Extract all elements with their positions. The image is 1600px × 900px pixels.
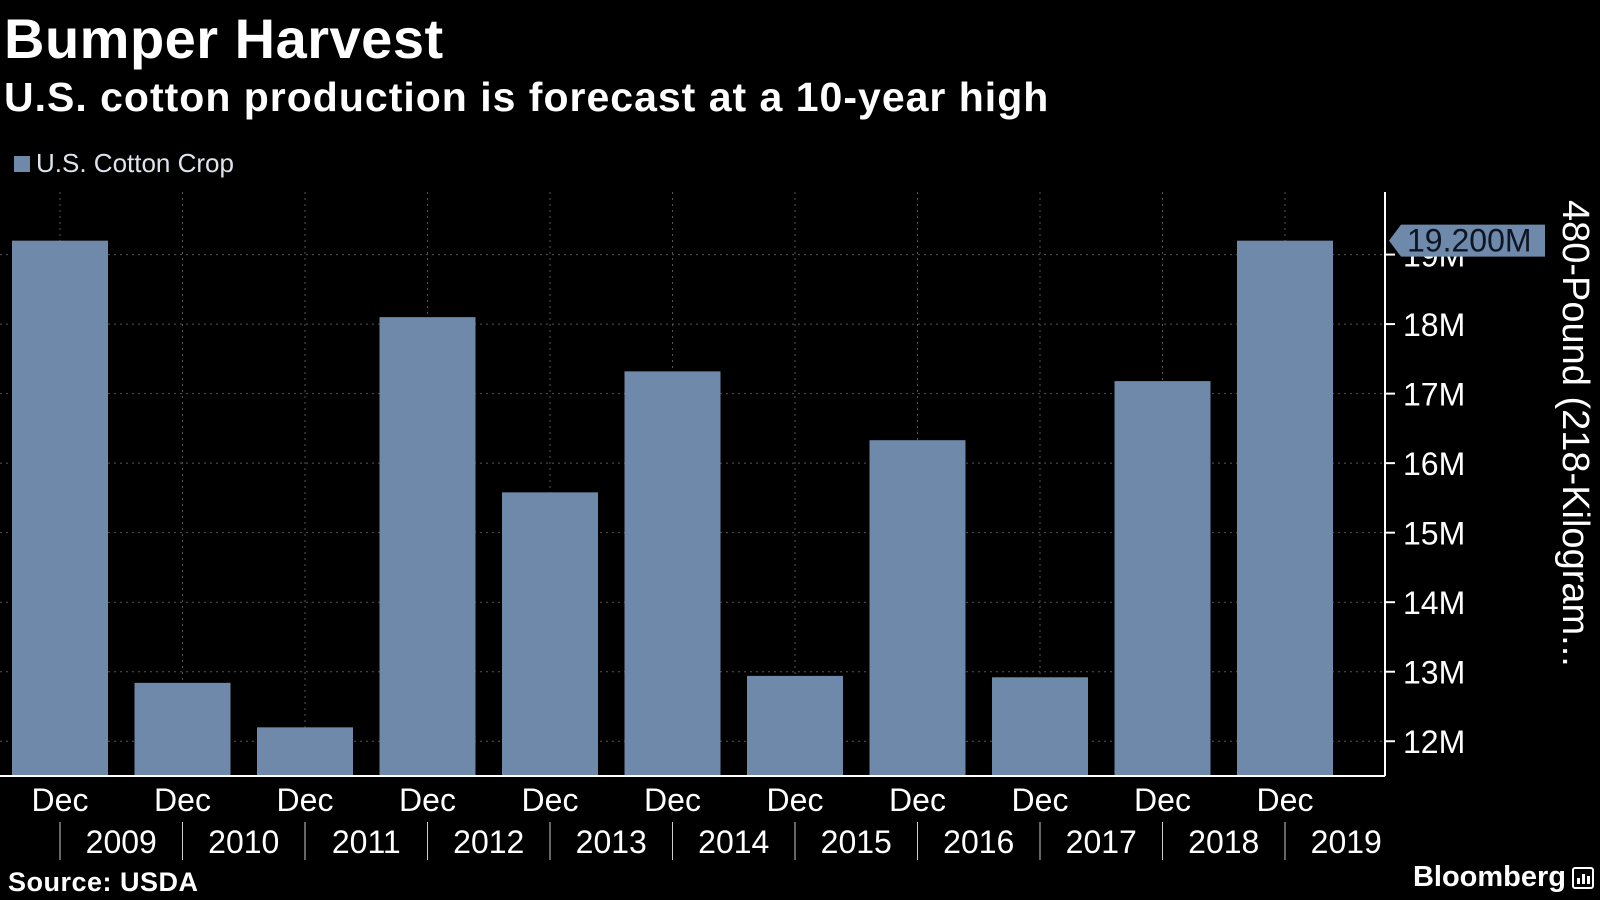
x-tick-label-month: Dec xyxy=(767,782,824,818)
bar xyxy=(12,240,108,776)
y-axis-title: 480-Pound (218-Kilogram... xyxy=(1554,200,1596,667)
source-note: Source: USDA xyxy=(8,867,199,897)
x-tick-label-year: 2013 xyxy=(576,824,647,860)
bar xyxy=(992,677,1088,776)
x-tick-label-month: Dec xyxy=(1257,782,1314,818)
y-tick-label: 15M xyxy=(1403,516,1465,552)
y-tick-label: 13M xyxy=(1403,655,1465,691)
x-tick-label-year: 2009 xyxy=(86,824,157,860)
bar xyxy=(869,440,966,776)
last-value-callout xyxy=(1389,224,1545,257)
x-tick-label-year: 2017 xyxy=(1066,824,1137,860)
x-tick-label-month: Dec xyxy=(522,782,579,818)
legend: U.S. Cotton Crop xyxy=(14,148,234,179)
bar xyxy=(1237,240,1333,776)
x-tick-label-month: Dec xyxy=(277,782,334,818)
bar xyxy=(134,682,231,776)
last-value-label: 19.200M xyxy=(1407,223,1532,259)
y-tick-label: 18M xyxy=(1403,307,1465,343)
bar xyxy=(257,727,353,776)
x-tick-label-year: 2011 xyxy=(332,824,401,860)
brand-logo: Bloomberg xyxy=(1413,861,1594,894)
x-tick-label-month: Dec xyxy=(1012,782,1069,818)
x-tick-label-year: 2015 xyxy=(821,824,892,860)
x-tick-label-month: Dec xyxy=(644,782,701,818)
y-tick-label: 14M xyxy=(1403,585,1465,621)
x-tick-label-year: 2016 xyxy=(943,824,1014,860)
chart-title: Bumper Harvest xyxy=(4,7,444,70)
y-tick-label: 17M xyxy=(1403,377,1465,413)
x-tick-label-year: 2012 xyxy=(453,824,524,860)
y-tick-label: 12M xyxy=(1403,724,1465,760)
bar xyxy=(379,317,476,776)
bar xyxy=(502,492,598,776)
bar xyxy=(747,675,843,776)
chart-subtitle: U.S. cotton production is forecast at a … xyxy=(4,74,1050,120)
x-tick-label-year: 2019 xyxy=(1311,824,1382,860)
x-tick-label-month: Dec xyxy=(889,782,946,818)
x-tick-label-month: Dec xyxy=(154,782,211,818)
legend-swatch xyxy=(14,155,30,172)
x-tick-label-month: Dec xyxy=(1134,782,1191,818)
x-tick-label-month: Dec xyxy=(32,782,89,818)
x-tick-label-month: Dec xyxy=(399,782,456,818)
brand-name: Bloomberg xyxy=(1412,861,1566,893)
bar xyxy=(624,371,721,776)
y-tick-label: 16M xyxy=(1403,446,1465,482)
bloomberg-chart-icon xyxy=(1572,866,1594,889)
x-tick-label-year: 2010 xyxy=(208,824,279,860)
legend-label: U.S. Cotton Crop xyxy=(36,148,234,178)
bar xyxy=(1114,381,1211,776)
x-tick-label-year: 2014 xyxy=(698,824,769,860)
x-tick-label-year: 2018 xyxy=(1188,824,1259,860)
